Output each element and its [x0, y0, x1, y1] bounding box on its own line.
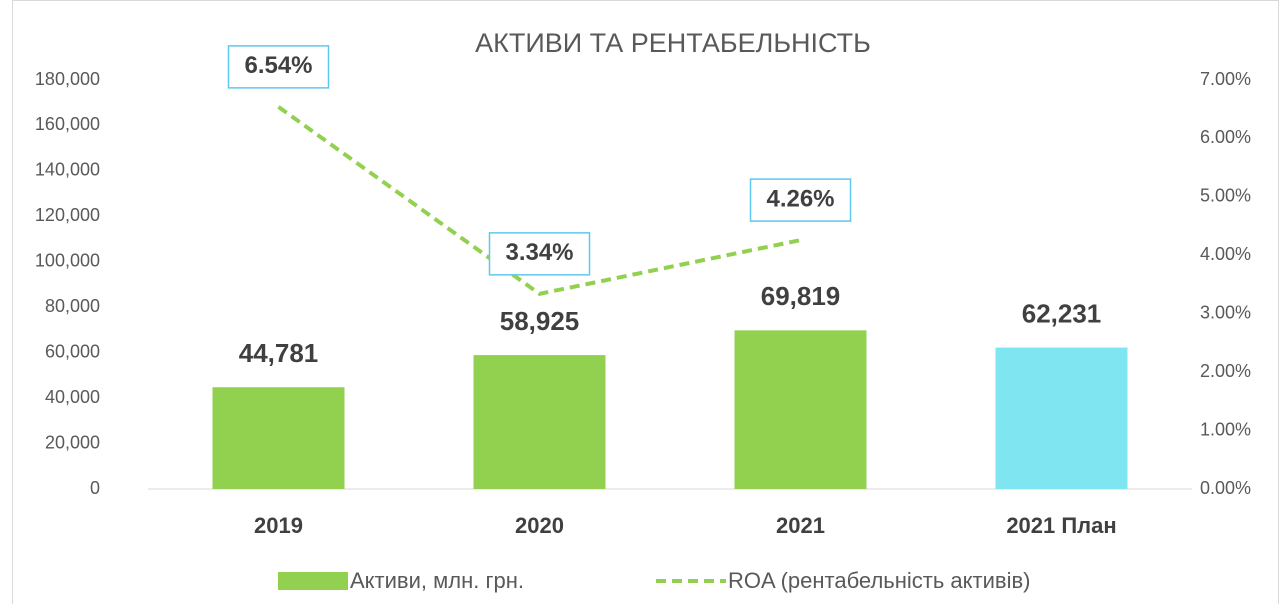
- bar: [734, 330, 867, 489]
- y2-tick-label: 1.00%: [1200, 419, 1251, 439]
- data-label: 69,819: [761, 281, 841, 311]
- y2-tick-label: 7.00%: [1200, 69, 1251, 89]
- x-tick-label: 2019: [254, 513, 303, 538]
- y2-tick-label: 5.00%: [1200, 186, 1251, 206]
- y-tick-label: 120,000: [35, 205, 100, 225]
- y-tick-label: 60,000: [45, 341, 100, 361]
- y2-tick-label: 0.00%: [1200, 478, 1251, 498]
- y2-tick-label: 3.00%: [1200, 302, 1251, 322]
- data-label: 4.26%: [766, 185, 834, 212]
- x-tick-label: 2020: [515, 513, 564, 538]
- y-tick-label: 160,000: [35, 114, 100, 134]
- bar: [212, 387, 345, 489]
- chart-title: АКТИВИ ТА РЕНТАБЕЛЬНІСТЬ: [475, 28, 871, 58]
- x-tick-label: 2021 План: [1006, 513, 1116, 538]
- bar: [995, 347, 1128, 489]
- y-tick-label: 80,000: [45, 296, 100, 316]
- data-label: 58,925: [500, 306, 580, 336]
- y-tick-label: 40,000: [45, 387, 100, 407]
- y2-tick-label: 2.00%: [1200, 361, 1251, 381]
- data-label: 3.34%: [505, 239, 573, 266]
- y-tick-label: 100,000: [35, 251, 100, 271]
- y-tick-label: 140,000: [35, 160, 100, 180]
- x-tick-label: 2021: [776, 513, 825, 538]
- line: [277, 105, 801, 296]
- data-label: 6.54%: [244, 52, 312, 79]
- data-label: 44,781: [239, 338, 319, 368]
- data-label-box: [227, 45, 330, 89]
- bar: [473, 355, 606, 489]
- y-tick-label: 180,000: [35, 69, 100, 89]
- legend-label: ROA (рентабельність активів): [728, 568, 1031, 593]
- data-label-box: [749, 178, 852, 222]
- y-tick-label: 0: [90, 478, 100, 498]
- data-label-box: [488, 232, 591, 276]
- y2-tick-label: 6.00%: [1200, 127, 1251, 147]
- legend-label: Активи, млн. грн.: [350, 568, 524, 593]
- legend-swatch: [278, 572, 348, 590]
- y2-tick-label: 4.00%: [1200, 244, 1251, 264]
- y-tick-label: 20,000: [45, 432, 100, 452]
- data-label: 62,231: [1022, 298, 1102, 328]
